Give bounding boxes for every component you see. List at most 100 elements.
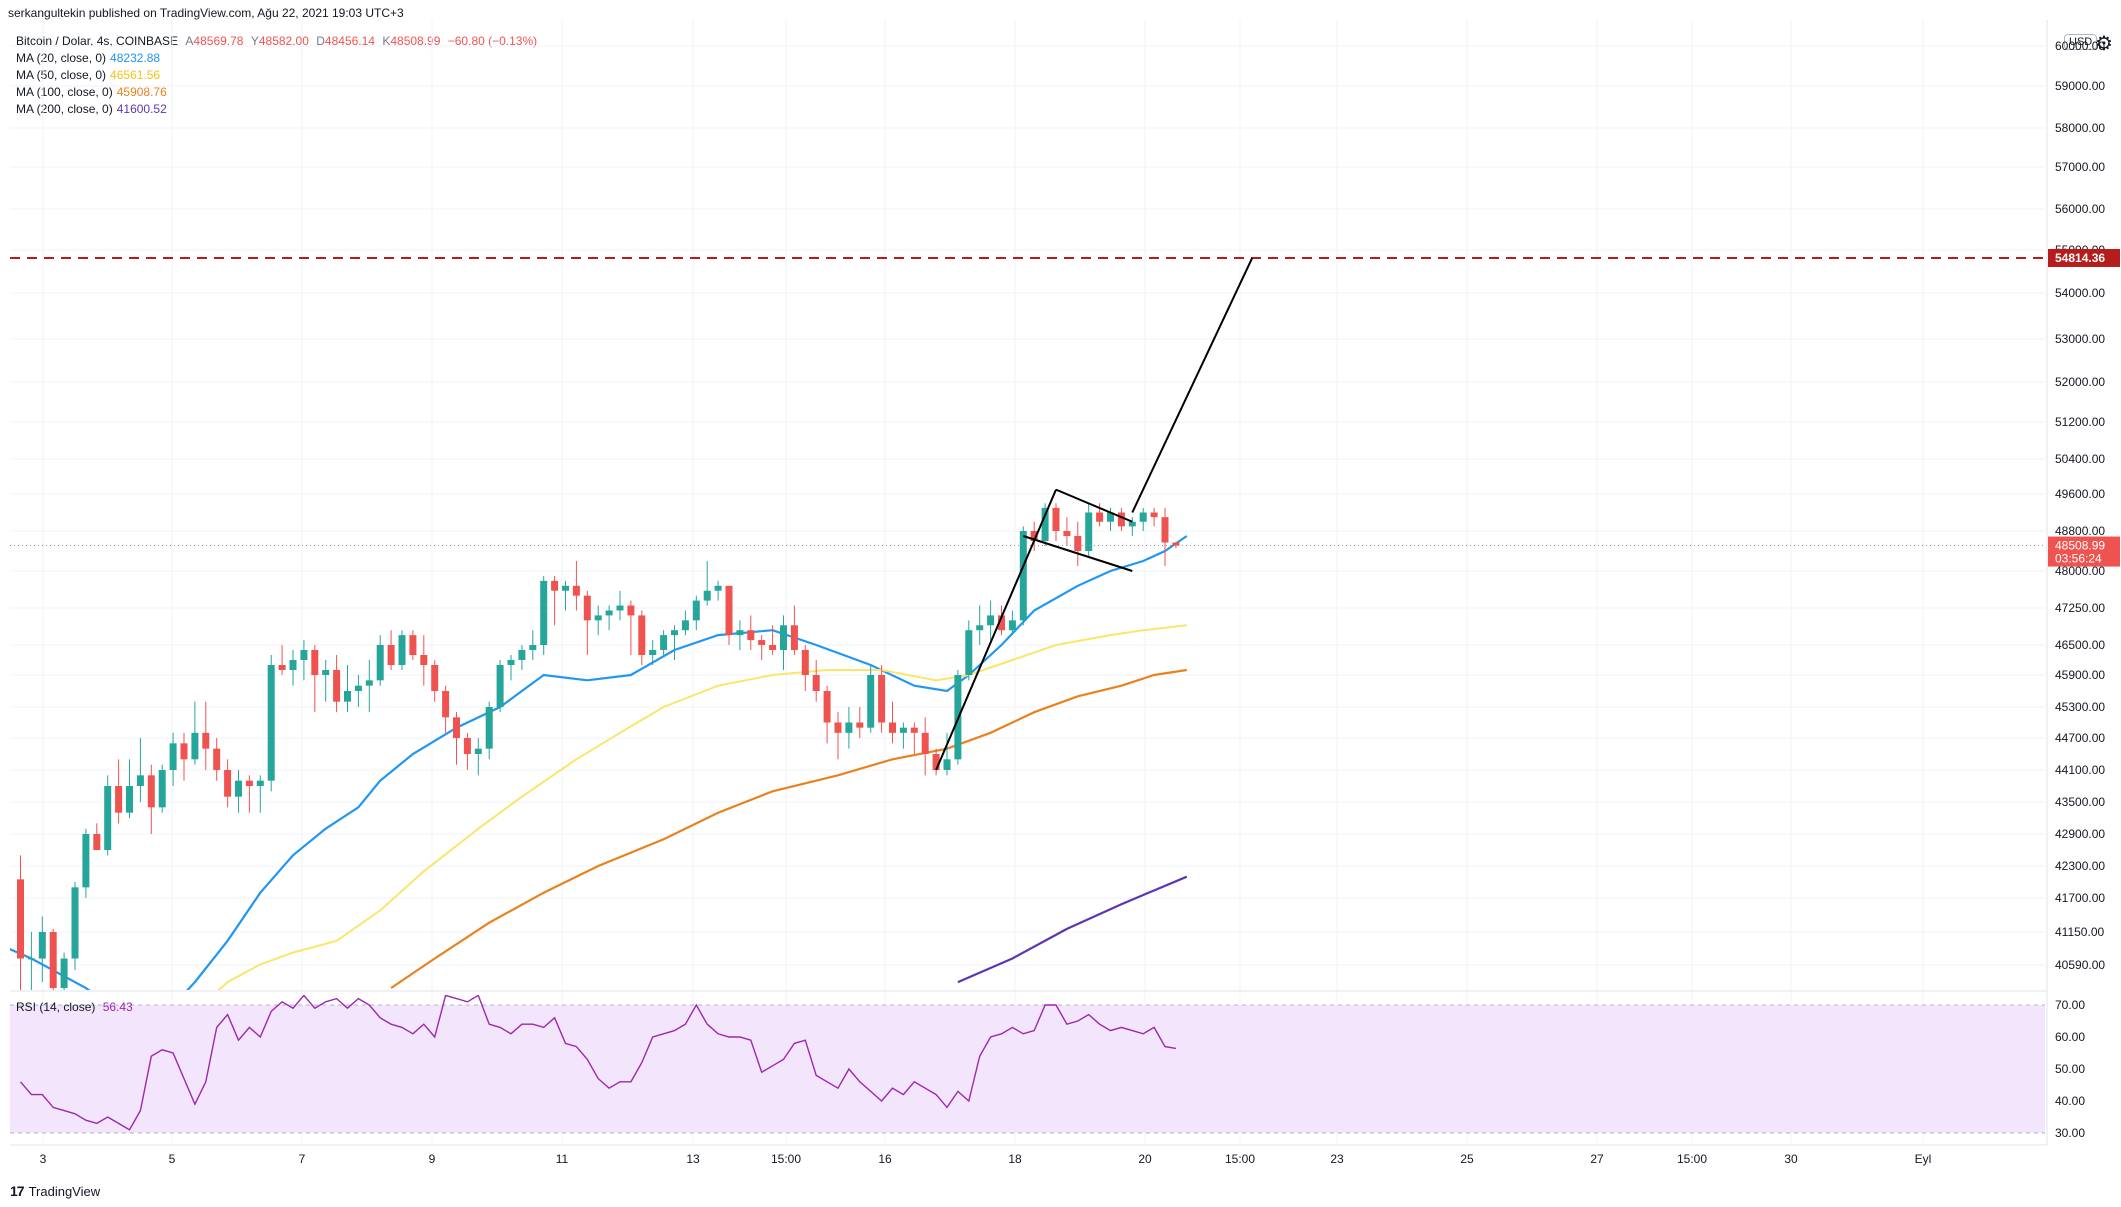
- candle-body: [823, 691, 831, 723]
- candle: [572, 561, 580, 611]
- candle-body: [311, 650, 319, 675]
- ma-line-1: [217, 624, 1187, 990]
- brand-name: TradingView: [28, 1183, 101, 1199]
- candle: [409, 630, 417, 660]
- price-tick-label: 46500.00: [2055, 638, 2105, 652]
- candle: [1052, 503, 1060, 541]
- candle-body: [115, 786, 123, 813]
- candle-body: [583, 595, 591, 621]
- candle: [158, 764, 166, 813]
- candle: [496, 660, 504, 713]
- candle: [354, 675, 362, 707]
- time-tick-label: 11: [556, 1152, 569, 1166]
- candle-body: [420, 655, 428, 665]
- rsi-legend[interactable]: RSI (14, close) 56.43: [16, 1000, 133, 1014]
- symbol-legend[interactable]: Bitcoin / Dolar, 4s, COINBASE A48569.78 …: [16, 34, 537, 48]
- ma200-legend[interactable]: MA (200, close, 0) 41600.52: [16, 102, 167, 116]
- candle: [387, 630, 395, 670]
- candle: [82, 828, 90, 898]
- candle-body: [703, 590, 711, 601]
- candle: [998, 605, 1005, 636]
- candle: [267, 655, 275, 792]
- price-tick-label: 51200.00: [2055, 415, 2105, 429]
- candle: [638, 610, 646, 665]
- candle: [1150, 507, 1158, 527]
- candle-body: [899, 727, 907, 733]
- candle-body: [965, 630, 973, 675]
- price-tick-label: 43500.00: [2055, 795, 2105, 809]
- candle: [812, 660, 820, 702]
- candle-body: [758, 640, 766, 645]
- ma200-label: MA (200, close, 0): [16, 102, 113, 116]
- candle-body: [801, 650, 809, 675]
- price-axis[interactable]: 60000.00 59000.00 58000.00 57000.00 56000.00…: [2048, 39, 2120, 972]
- time-tick-label: 16: [878, 1152, 892, 1166]
- projection-line[interactable]: [1131, 257, 1254, 513]
- candle-body: [540, 580, 548, 645]
- candle: [180, 732, 188, 781]
- flag-lower-line[interactable]: [1022, 535, 1133, 572]
- ma20-legend[interactable]: MA (20, close, 0) 48232.88: [16, 51, 160, 65]
- candle-body: [49, 932, 57, 988]
- candle: [213, 738, 221, 781]
- candle-body: [812, 675, 820, 691]
- candle: [932, 748, 940, 776]
- time-axis[interactable]: 3 5 7 9 11 13 15:00 16 18 20 15:00 23 25 27 15:00 30 Eyl: [40, 1152, 1932, 1166]
- candle: [365, 660, 373, 713]
- price-tick-label: 54000.00: [2055, 286, 2105, 300]
- candle: [1019, 526, 1027, 626]
- footer-brand[interactable]: 17 TradingView: [10, 1183, 100, 1199]
- low-label: D: [316, 34, 325, 48]
- candle-body: [780, 625, 787, 650]
- currency-button[interactable]: USD: [2064, 34, 2098, 50]
- candle: [442, 685, 450, 733]
- pattern-drawings[interactable]: [935, 257, 1254, 771]
- candle-body: [671, 630, 678, 636]
- flagpole-line[interactable]: [935, 489, 1057, 771]
- candle: [376, 635, 384, 686]
- candle: [344, 665, 351, 713]
- candle-body: [267, 665, 275, 781]
- candle: [562, 580, 569, 611]
- candle-body: [474, 748, 482, 754]
- candle-body: [1030, 531, 1038, 541]
- ma20-value: 48232.88: [110, 51, 161, 65]
- time-tick-label: 15:00: [1677, 1152, 1707, 1166]
- candle-body: [289, 660, 297, 670]
- candle: [714, 580, 722, 601]
- candle-body: [714, 585, 722, 591]
- candle: [256, 775, 264, 813]
- candle: [583, 590, 591, 655]
- candle-body: [1117, 512, 1125, 527]
- price-tick-label: 53000.00: [2055, 332, 2105, 346]
- candle: [660, 630, 668, 655]
- gear-icon[interactable]: ⚙: [2095, 33, 2113, 55]
- candle: [1085, 503, 1093, 556]
- rsi-tick-label: 70.00: [2055, 998, 2085, 1012]
- candle-body: [562, 585, 569, 591]
- candle: [910, 722, 918, 754]
- last-price-text: 48508.99: [2055, 539, 2105, 553]
- candle-body: [1107, 512, 1114, 522]
- candle-body: [398, 635, 406, 665]
- candle-body: [910, 727, 918, 733]
- candle: [278, 645, 286, 675]
- candle: [1008, 610, 1016, 636]
- candle: [1161, 507, 1169, 566]
- candle-body: [38, 932, 46, 959]
- candle-body: [921, 732, 929, 754]
- ma50-legend[interactable]: MA (50, close, 0) 46561.56: [16, 68, 160, 82]
- candle-body: [790, 625, 798, 650]
- candle: [453, 712, 460, 765]
- candle-body: [104, 786, 112, 850]
- change-value: −60.80 (−0.13%): [447, 34, 538, 48]
- time-tick-label: 25: [1460, 1152, 1474, 1166]
- candle-body: [616, 605, 624, 611]
- ma100-legend[interactable]: MA (100, close, 0) 45908.76: [16, 85, 167, 99]
- flag-upper-line[interactable]: [1055, 488, 1133, 523]
- rsi-axis[interactable]: 70.00 60.00 50.00 40.00 30.00: [2055, 998, 2085, 1140]
- candle: [485, 701, 493, 760]
- candle-body: [987, 615, 995, 626]
- candle-body: [300, 650, 308, 660]
